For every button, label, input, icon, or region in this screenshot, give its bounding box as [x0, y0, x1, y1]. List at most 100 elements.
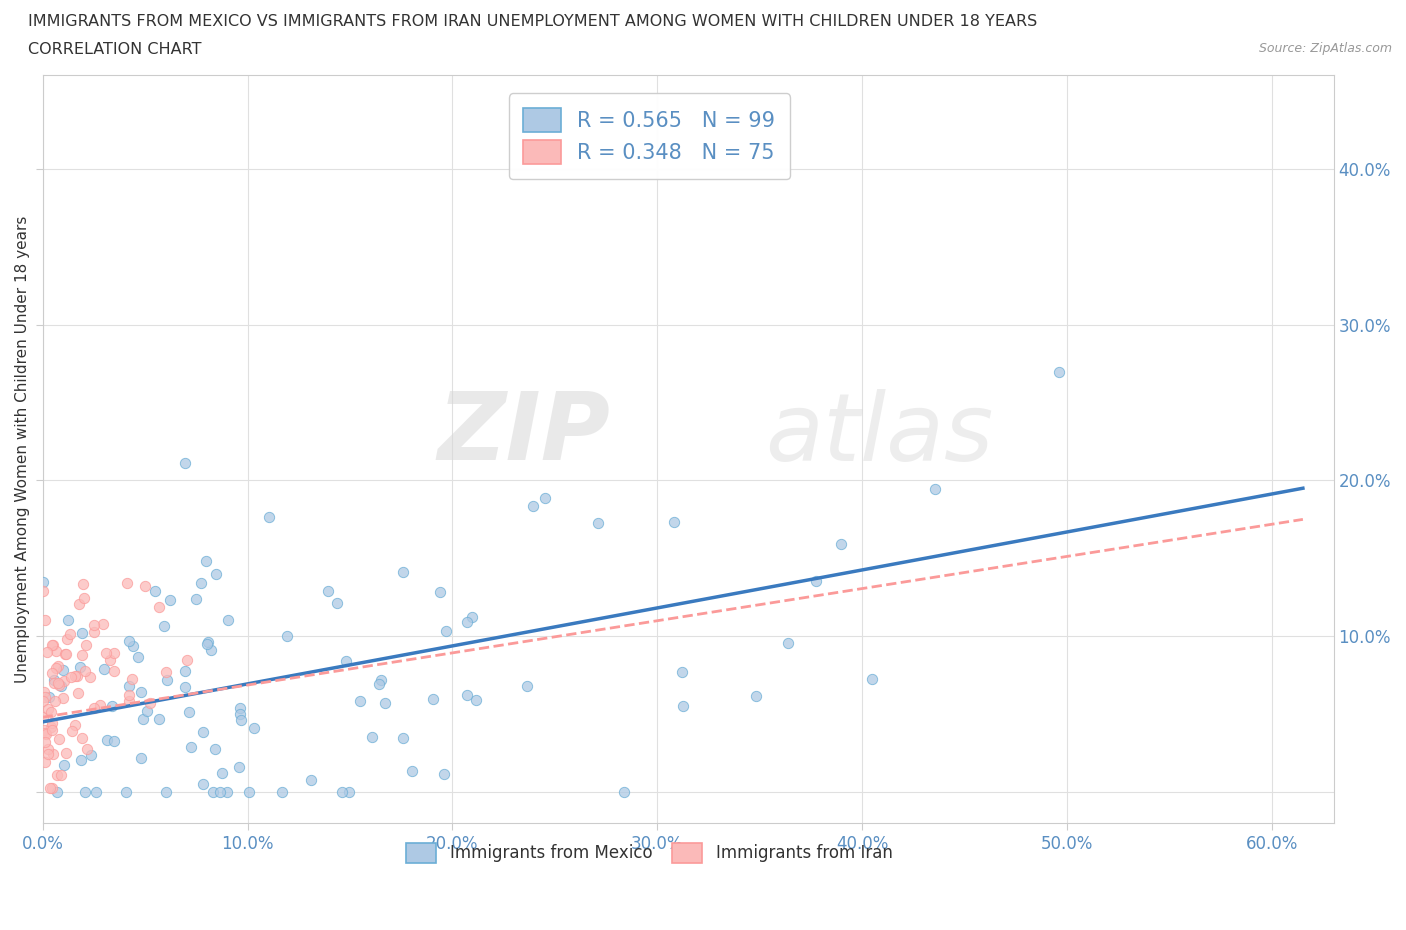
Point [586, 515, 609, 530]
Point [42, 638, 65, 653]
Point [155, 785, 177, 800]
Point [32, 723, 55, 737]
Point [59, 670, 82, 684]
Point [374, 696, 396, 711]
Point [117, 694, 139, 709]
Point [174, 456, 197, 471]
Point [70, 647, 93, 662]
Point [830, 536, 852, 551]
Point [45, 644, 67, 658]
Point [200, 643, 222, 658]
Point [461, 609, 484, 624]
Point [804, 573, 827, 588]
Point [176, 653, 198, 668]
Point [208, 785, 231, 800]
Point [1047, 365, 1070, 379]
Point [32, 684, 55, 699]
Point [39, 720, 62, 735]
Point [335, 654, 357, 669]
Point [122, 638, 145, 653]
Point [44, 694, 66, 709]
Point [96, 733, 118, 748]
Point [316, 583, 339, 598]
Point [63, 669, 86, 684]
Point [49, 767, 72, 782]
Point [434, 623, 457, 638]
Point [228, 760, 250, 775]
Point [35, 726, 58, 741]
Point [156, 673, 179, 688]
Point [276, 629, 298, 644]
Point [326, 596, 349, 611]
Point [63, 718, 86, 733]
Point [32, 583, 55, 598]
Point [51, 662, 73, 677]
Point [80, 748, 103, 763]
Point [337, 785, 360, 800]
Point [115, 575, 138, 590]
Point [76, 742, 98, 757]
Point [32, 710, 55, 724]
Point [534, 490, 557, 505]
Point [94, 645, 117, 660]
Point [153, 618, 176, 633]
Point [41, 666, 63, 681]
Point [429, 584, 451, 599]
Point [159, 592, 181, 607]
Point [924, 482, 946, 497]
Point [70, 626, 93, 641]
Point [49, 679, 72, 694]
Point [91, 616, 114, 631]
Point [41, 780, 63, 795]
Point [257, 510, 280, 525]
Point [121, 671, 143, 686]
Point [89, 698, 111, 712]
Point [38, 690, 60, 705]
Point [37, 742, 59, 757]
Point [103, 664, 125, 679]
Point [522, 499, 544, 514]
Point [34, 612, 56, 627]
Point [456, 615, 478, 630]
Point [127, 649, 149, 664]
Text: CORRELATION CHART: CORRELATION CHART [28, 42, 201, 57]
Point [204, 742, 226, 757]
Point [204, 566, 226, 581]
Point [155, 665, 177, 680]
Point [201, 785, 224, 800]
Point [392, 565, 415, 579]
Point [42, 675, 65, 690]
Point [69, 659, 91, 674]
Point [217, 785, 239, 800]
Point [41, 716, 63, 731]
Point [46, 659, 69, 674]
Point [84, 785, 107, 800]
Text: ZIP: ZIP [437, 389, 610, 480]
Point [186, 591, 208, 606]
Point [66, 669, 89, 684]
Point [148, 600, 170, 615]
Point [243, 720, 266, 735]
Point [860, 671, 883, 686]
Point [115, 785, 138, 800]
Point [118, 687, 141, 702]
Point [173, 663, 195, 678]
Point [39, 781, 62, 796]
Point [132, 711, 155, 726]
Point [190, 575, 212, 590]
Point [93, 661, 115, 676]
Point [83, 618, 105, 632]
Point [48, 677, 70, 692]
Point [134, 579, 156, 594]
Point [41, 747, 63, 762]
Point [46, 675, 69, 690]
Point [211, 765, 233, 780]
Point [662, 514, 685, 529]
Point [672, 698, 695, 713]
Point [58, 613, 80, 628]
Point [671, 665, 693, 680]
Point [34, 754, 56, 769]
Point [391, 731, 413, 746]
Point [46, 767, 69, 782]
Point [613, 785, 636, 800]
